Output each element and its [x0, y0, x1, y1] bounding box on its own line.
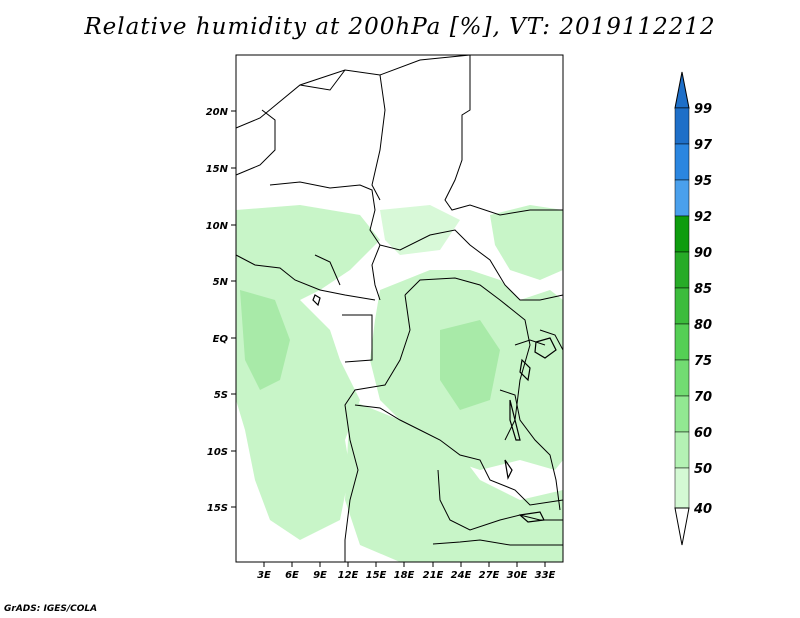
colorbar-label: 90 — [694, 246, 712, 261]
longitude-axis: 3E 6E 9E 12E 15E 18E 21E 24E 27E 30E 33E — [257, 562, 556, 581]
lon-label: 12E — [338, 570, 359, 581]
colorbar-segment — [674, 287, 690, 325]
colorbar-label: 70 — [694, 390, 712, 405]
colorbar-segment — [674, 395, 690, 433]
colorbar-top-arrow — [674, 71, 690, 109]
colorbar-segment — [674, 467, 690, 509]
colorbar-segment — [674, 323, 690, 361]
map-frame — [235, 54, 564, 563]
chart-title: Relative humidity at 200hPa [%], VT: 201… — [84, 14, 716, 40]
colorbar: 99 97 95 92 90 85 80 75 70 60 50 40 — [674, 71, 713, 546]
colorbar-label: 99 — [694, 102, 712, 117]
lat-label: 15S — [207, 503, 228, 514]
colorbar-segment — [674, 359, 690, 397]
colorbar-segment — [674, 215, 690, 253]
colorbar-label: 75 — [694, 354, 712, 369]
lat-label: 5S — [214, 390, 228, 401]
lat-label: 5N — [213, 277, 229, 288]
colorbar-label: 50 — [694, 462, 712, 477]
humidity-area-northeast — [490, 205, 563, 280]
colorbar-segment — [674, 431, 690, 469]
colorbar-segment — [674, 179, 690, 217]
humidity-patch-darker — [240, 290, 290, 390]
humidity-area-south — [345, 400, 563, 562]
country-borders — [235, 54, 564, 562]
lon-label: 27E — [479, 570, 500, 581]
lat-label: 10N — [206, 221, 229, 232]
lat-label: EQ — [213, 334, 229, 345]
lon-label: 24E — [451, 570, 472, 581]
lon-label: 18E — [394, 570, 415, 581]
colorbar-label: 40 — [693, 502, 712, 517]
colorbar-label: 92 — [694, 210, 712, 225]
lon-label: 30E — [507, 570, 528, 581]
colorbar-label: 95 — [694, 174, 712, 189]
humidity-area-north — [380, 205, 460, 255]
latitude-axis: 20N 15N 10N 5N EQ 5S 10S 15S — [206, 107, 236, 514]
lat-label: 15N — [206, 164, 229, 175]
lat-label: 10S — [207, 447, 228, 458]
humidity-area-west — [236, 205, 380, 540]
grads-credit: GrADS: IGES/COLA — [4, 604, 98, 614]
lon-label: 15E — [366, 570, 387, 581]
lon-label: 33E — [535, 570, 556, 581]
lon-label: 9E — [313, 570, 327, 581]
colorbar-label: 80 — [694, 318, 712, 333]
colorbar-segment — [674, 143, 690, 181]
lat-label: 20N — [206, 107, 229, 118]
colorbar-label: 60 — [694, 426, 712, 441]
colorbar-label: 97 — [694, 138, 713, 153]
colorbar-label: 85 — [694, 282, 712, 297]
colorbar-segment — [674, 107, 690, 145]
colorbar-bottom-arrow — [674, 507, 690, 546]
lon-label: 6E — [285, 570, 299, 581]
lon-label: 21E — [423, 570, 444, 581]
humidity-shading — [236, 205, 563, 562]
colorbar-segment — [674, 251, 690, 289]
lakes — [312, 294, 557, 523]
lon-label: 3E — [257, 570, 271, 581]
humidity-patch-darker — [440, 320, 500, 410]
